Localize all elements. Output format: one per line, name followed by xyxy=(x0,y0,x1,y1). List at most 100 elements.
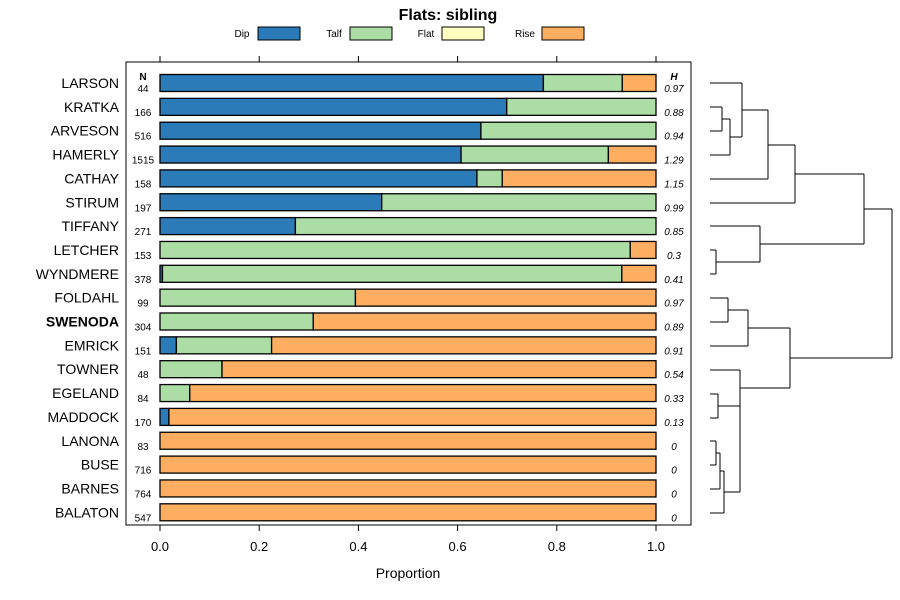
n-label-foldahl: 99 xyxy=(137,299,149,310)
h-labels: 0.97 0.88 0.94 1.29 1.15 0.99 0.85 0.3 0.41 0.97 0… xyxy=(664,84,684,524)
bar-segment-barnes-rise xyxy=(159,479,657,498)
bar-segment-emrick-rise xyxy=(270,336,657,355)
x-tick-label-5: 1.0 xyxy=(647,539,665,554)
h-label-swenoda: 0.89 xyxy=(664,323,684,334)
row-label-balaton: BALATON xyxy=(55,504,119,520)
n-label-wyndmere: 378 xyxy=(135,275,152,286)
x-tick-label-0: 0.0 xyxy=(151,539,169,554)
row-label-letcher: LETCHER xyxy=(54,242,119,258)
bar-segment-stirum-talf xyxy=(381,193,657,212)
n-label-barnes: 764 xyxy=(135,489,152,500)
n-label-kratka: 166 xyxy=(135,108,152,119)
bar-segment-letcher-rise xyxy=(629,240,657,260)
h-label-letcher: 0.3 xyxy=(667,251,681,262)
h-label-cathay: 1.15 xyxy=(664,179,684,190)
plot-frame xyxy=(125,61,692,526)
n-labels: 44 166 516 1515 158 197 271 153 378 99 304 151 48 84 1… xyxy=(132,84,155,524)
x-tick-label-4: 0.8 xyxy=(548,539,566,554)
row-label-maddock: MADDOCK xyxy=(47,409,119,425)
n-label-larson: 44 xyxy=(137,84,149,95)
bar-segment-hamerly-dip xyxy=(159,145,462,164)
row-label-buse: BUSE xyxy=(81,457,119,473)
bar-segment-hamerly-rise xyxy=(607,145,657,164)
row-label-stirum: STIRUM xyxy=(65,194,119,210)
chart-title: Flats: sibling xyxy=(399,7,498,24)
legend-label-rise: Rise xyxy=(515,29,535,40)
bar-segment-kratka-dip xyxy=(159,97,508,116)
bar-segment-wyndmere-rise xyxy=(621,264,657,283)
h-label-stirum: 0.99 xyxy=(664,203,684,214)
h-label-foldahl: 0.97 xyxy=(664,299,684,310)
x-axis-label: Proportion xyxy=(376,565,441,581)
bar-segment-cathay-rise xyxy=(501,169,657,188)
row-label-towner: TOWNER xyxy=(57,361,119,377)
bar-segment-wyndmere-talf xyxy=(161,264,623,283)
n-label-stirum: 197 xyxy=(135,203,152,214)
legend-label-flat: Flat xyxy=(418,29,435,40)
row-label-tiffany: TIFFANY xyxy=(61,218,119,234)
x-axis-ticks: 0.0 0.2 0.4 0.6 0.8 1.0 xyxy=(151,56,665,554)
bar-segment-kratka-talf xyxy=(506,97,657,116)
bar-segment-cathay-dip xyxy=(159,169,478,188)
bar-segment-larson-rise xyxy=(621,73,657,93)
h-label-egeland: 0.33 xyxy=(664,394,684,405)
n-label-towner: 48 xyxy=(137,370,149,381)
n-label-letcher: 153 xyxy=(135,251,152,262)
bar-segment-cathay-talf xyxy=(476,169,503,188)
bar-segment-emrick-talf xyxy=(175,336,273,355)
bar-segment-letcher-talf xyxy=(159,240,631,260)
x-tick-label-2: 0.4 xyxy=(349,539,367,554)
bars xyxy=(159,73,657,522)
n-label-buse: 716 xyxy=(135,466,152,477)
bar-segment-towner-talf xyxy=(159,360,223,379)
bar-segment-swenoda-talf xyxy=(159,312,314,331)
h-label-tiffany: 0.85 xyxy=(664,227,684,238)
h-label-emrick: 0.91 xyxy=(664,346,683,357)
h-label-hamerly: 1.29 xyxy=(664,156,684,167)
bar-segment-hamerly-talf xyxy=(460,145,610,164)
h-column-header: H xyxy=(670,72,678,83)
legend-swatch-talf xyxy=(349,26,393,41)
bar-segment-emrick-dip xyxy=(159,336,178,355)
h-label-wyndmere: 0.41 xyxy=(664,275,683,286)
row-label-emrick: EMRICK xyxy=(65,337,120,353)
legend-label-dip: Dip xyxy=(234,29,249,40)
row-label-lanona: LANONA xyxy=(61,433,119,449)
bar-segment-maddock-dip xyxy=(159,407,170,427)
n-label-cathay: 158 xyxy=(135,179,152,190)
h-label-kratka: 0.88 xyxy=(664,108,684,119)
h-label-buse: 0 xyxy=(671,466,677,477)
x-tick-label-3: 0.6 xyxy=(449,539,467,554)
legend-swatch-dip xyxy=(257,26,301,41)
row-label-hamerly: HAMERLY xyxy=(52,147,119,163)
n-label-balaton: 547 xyxy=(135,513,152,524)
bar-segment-larson-dip xyxy=(159,73,545,93)
row-label-kratka: KRATKA xyxy=(64,99,120,115)
bar-segment-lanona-rise xyxy=(159,431,657,450)
bar-segment-foldahl-talf xyxy=(159,288,357,307)
bar-segment-tiffany-dip xyxy=(159,216,297,236)
n-label-emrick: 151 xyxy=(135,346,152,357)
bar-segment-egeland-talf xyxy=(159,383,191,403)
bar-segment-balaton-rise xyxy=(159,503,657,522)
x-tick-label-1: 0.2 xyxy=(250,539,268,554)
dendrogram-branches xyxy=(710,82,893,514)
row-label-wyndmere: WYNDMERE xyxy=(36,266,119,282)
h-label-lanona: 0 xyxy=(671,442,677,453)
row-label-swenoda: SWENODA xyxy=(46,314,119,330)
legend-swatch-flat xyxy=(441,26,485,41)
n-label-swenoda: 304 xyxy=(135,323,152,334)
bar-segment-maddock-rise xyxy=(168,407,657,427)
n-label-maddock: 170 xyxy=(135,418,152,429)
n-label-tiffany: 271 xyxy=(135,227,152,238)
legend-swatch-rise xyxy=(541,26,585,41)
row-label-cathay: CATHAY xyxy=(64,170,119,186)
h-label-larson: 0.97 xyxy=(664,84,684,95)
bar-segment-towner-rise xyxy=(221,360,657,379)
bar-segment-arveson-talf xyxy=(480,121,657,140)
dendrogram xyxy=(710,82,893,514)
n-label-arveson: 516 xyxy=(135,132,152,143)
h-label-maddock: 0.13 xyxy=(664,418,684,429)
bar-segment-swenoda-rise xyxy=(312,312,657,331)
bar-segment-egeland-rise xyxy=(189,383,657,403)
